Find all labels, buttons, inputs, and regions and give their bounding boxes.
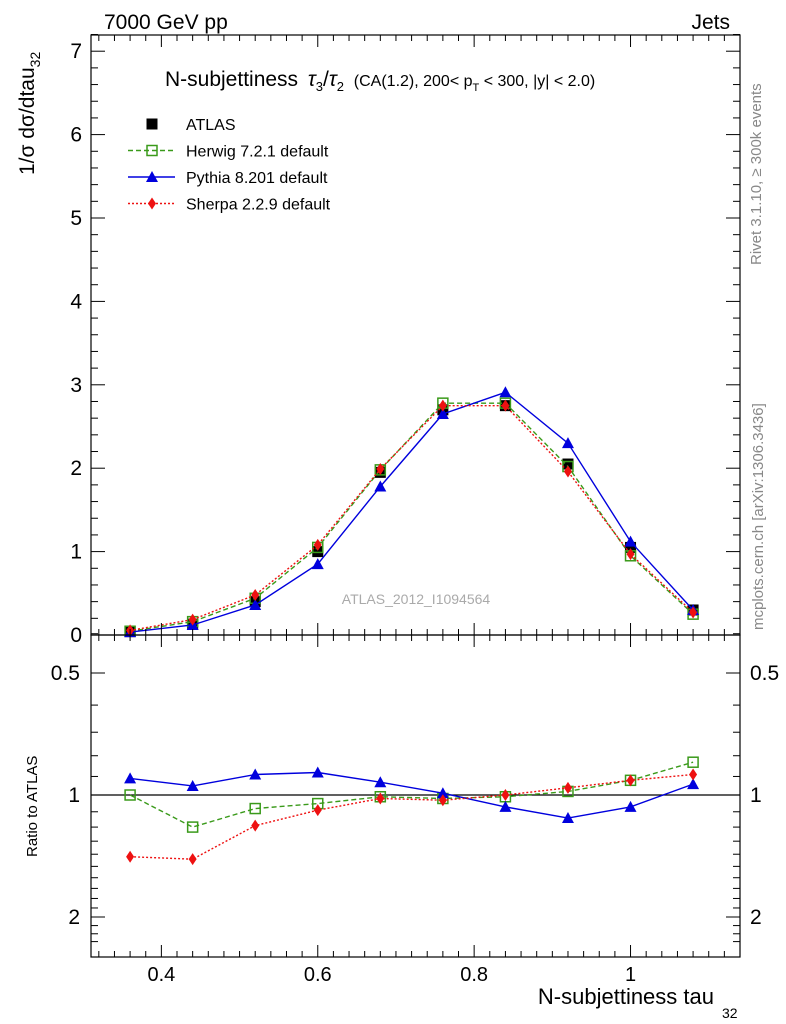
- y-tick-label: 5: [70, 207, 82, 230]
- main-sherpa-point: [689, 606, 698, 619]
- main-sherpa-point: [563, 465, 572, 478]
- ratio-sherpa-point: [251, 819, 260, 832]
- y-tick-label: 7: [70, 40, 82, 63]
- y-tick-label: 6: [70, 124, 82, 147]
- main-atlas-point: [562, 458, 574, 470]
- main-sherpa-point: [626, 548, 635, 561]
- mcplots-label: mcplots.cern.ch [arXiv:1306.3436]: [750, 403, 767, 630]
- ratio-pythia-point: [124, 772, 137, 784]
- ratio-ylabel: Ratio to ATLAS: [24, 756, 41, 857]
- ratio-sherpa-point: [126, 850, 135, 863]
- ratio-sherpa-point: [438, 794, 447, 807]
- y-tick-label: 0: [70, 624, 82, 647]
- ratio-panel: 0.4 0.6 0.8 1 0.5 0.5 1 1 2 2: [51, 35, 779, 986]
- legend-marker: [146, 118, 158, 130]
- main-atlas-point: [625, 541, 637, 553]
- main-pythia-point: [374, 480, 387, 492]
- main-pythia-point: [499, 386, 512, 398]
- energy-label: 7000 GeV pp: [104, 11, 228, 34]
- ratio-herwig-line: [129, 761, 694, 828]
- main-pythia-point: [561, 437, 574, 449]
- ratio-sherpa-point: [563, 781, 572, 794]
- ratio-pythia-point: [624, 800, 637, 812]
- ratio-y-tick-label: 2: [68, 906, 80, 929]
- y-tick-label: 4: [70, 290, 82, 313]
- ratio-pythia-line: [130, 771, 694, 819]
- rivet-label: Rivet 3.1.10, ≥ 300k events: [748, 83, 765, 265]
- ratio-sherpa-point: [188, 853, 197, 866]
- jets-label: Jets: [691, 11, 730, 34]
- ratio-pythia-point: [374, 776, 387, 788]
- legend-marker: [146, 171, 158, 182]
- ratio-sherpa-point: [376, 792, 385, 805]
- legend: ATLAS Herwig 7.2.1 default Pythia 8.201 de…: [128, 117, 331, 214]
- ratio-sherpa-point: [689, 768, 698, 781]
- xlabel-subscript: 32: [722, 1005, 738, 1021]
- main-sherpa-point: [376, 463, 385, 476]
- xlabel: N-subjettiness tau: [538, 984, 714, 1009]
- main-pythia-point: [249, 598, 262, 610]
- main-pythia-point: [311, 558, 324, 570]
- ratio-sherpa-point: [501, 789, 510, 801]
- ratio-pythia-point: [186, 779, 199, 791]
- ratio-y-tick-label: 0.5: [51, 662, 80, 685]
- ratio-frame: [90, 634, 741, 958]
- ratio-pythia-point: [499, 800, 512, 812]
- x-tick-label: 0.6: [304, 964, 332, 986]
- ratio-herwig-point: [687, 756, 699, 768]
- ratio-herwig-point: [124, 789, 136, 801]
- legend-marker: [148, 197, 156, 210]
- main-sherpa-point: [188, 613, 197, 626]
- main-atlas-point: [312, 546, 324, 558]
- y-tick-label: 2: [70, 457, 82, 480]
- main-sherpa-point: [251, 588, 260, 601]
- main-sherpa-point: [501, 399, 510, 412]
- ratio-pythia-point: [249, 768, 262, 780]
- ratio-sherpa-line: [130, 773, 694, 860]
- y-tick-label: 3: [70, 374, 82, 397]
- ratio-pythia-point: [561, 812, 574, 824]
- ratio-herwig-point: [249, 802, 261, 815]
- x-tick-label: 0.8: [460, 964, 488, 986]
- main-ylabel: 1/σ dσ/dtau32: [16, 52, 43, 175]
- main-panel: 0 1 2 3 4 5 6 7: [70, 34, 741, 647]
- main-pythia-point: [624, 535, 637, 547]
- ratio-sherpa-point: [626, 774, 635, 787]
- ratio-y-tick-label: 1: [68, 784, 80, 807]
- ratio-pythia-point: [311, 766, 324, 778]
- legend-label: Sherpa 2.2.9 default: [186, 197, 331, 214]
- main-sherpa-line: [129, 404, 694, 632]
- analysis-watermark: ATLAS_2012_I1094564: [342, 591, 491, 607]
- legend-label: Pythia 8.201 default: [186, 170, 328, 187]
- ratio-sherpa-point: [313, 804, 322, 817]
- main-herwig-line: [129, 402, 694, 632]
- main-pythia-point: [436, 407, 449, 419]
- plot-title: N-subjettiness τ3/τ2 (CA(1.2), 200< pT <…: [165, 68, 595, 96]
- legend-label: Herwig 7.2.1 default: [186, 144, 329, 161]
- main-sherpa-point: [438, 399, 447, 412]
- y-tick-label: 1: [70, 541, 82, 564]
- legend-marker: [146, 144, 158, 157]
- ratio-y-tick-label-right: 2: [750, 906, 762, 929]
- main-sherpa-point: [313, 538, 322, 551]
- x-tick-label: 1: [625, 964, 636, 986]
- x-tick-label: 0.4: [147, 964, 175, 986]
- ratio-pythia-point: [436, 787, 449, 799]
- ratio-y-tick-label-right: 0.5: [750, 662, 779, 685]
- ratio-pythia-point: [687, 778, 700, 790]
- ratio-y-tick-label-right: 1: [750, 784, 762, 807]
- legend-label: ATLAS: [186, 117, 236, 134]
- main-pythia-line: [130, 391, 694, 633]
- ratio-herwig-point: [186, 821, 199, 833]
